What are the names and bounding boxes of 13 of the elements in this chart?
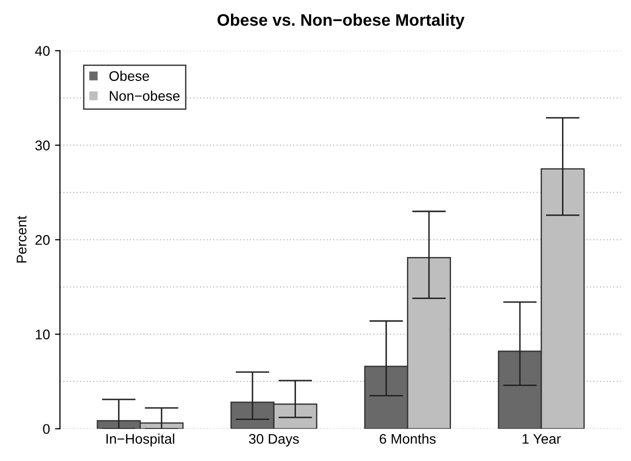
legend-label: Obese xyxy=(109,70,150,81)
x-tick-label: 30 Days xyxy=(248,434,299,447)
x-tick-label: In−Hospital xyxy=(106,434,174,447)
x-tick-label: 1 Year xyxy=(522,434,561,444)
x-tick-label: 6 Months xyxy=(380,434,436,444)
y-tick-label: 20 xyxy=(35,235,50,245)
y-tick-label: 0 xyxy=(43,424,50,434)
chart-title: Obese vs. Non−obese Mortality xyxy=(218,14,465,30)
y-tick-label: 10 xyxy=(36,330,50,340)
y-axis-title: Percent xyxy=(16,216,26,263)
y-tick-label: 30 xyxy=(35,140,50,150)
y-tick-label: 40 xyxy=(35,46,50,56)
legend-label: Non−obese xyxy=(110,90,180,101)
